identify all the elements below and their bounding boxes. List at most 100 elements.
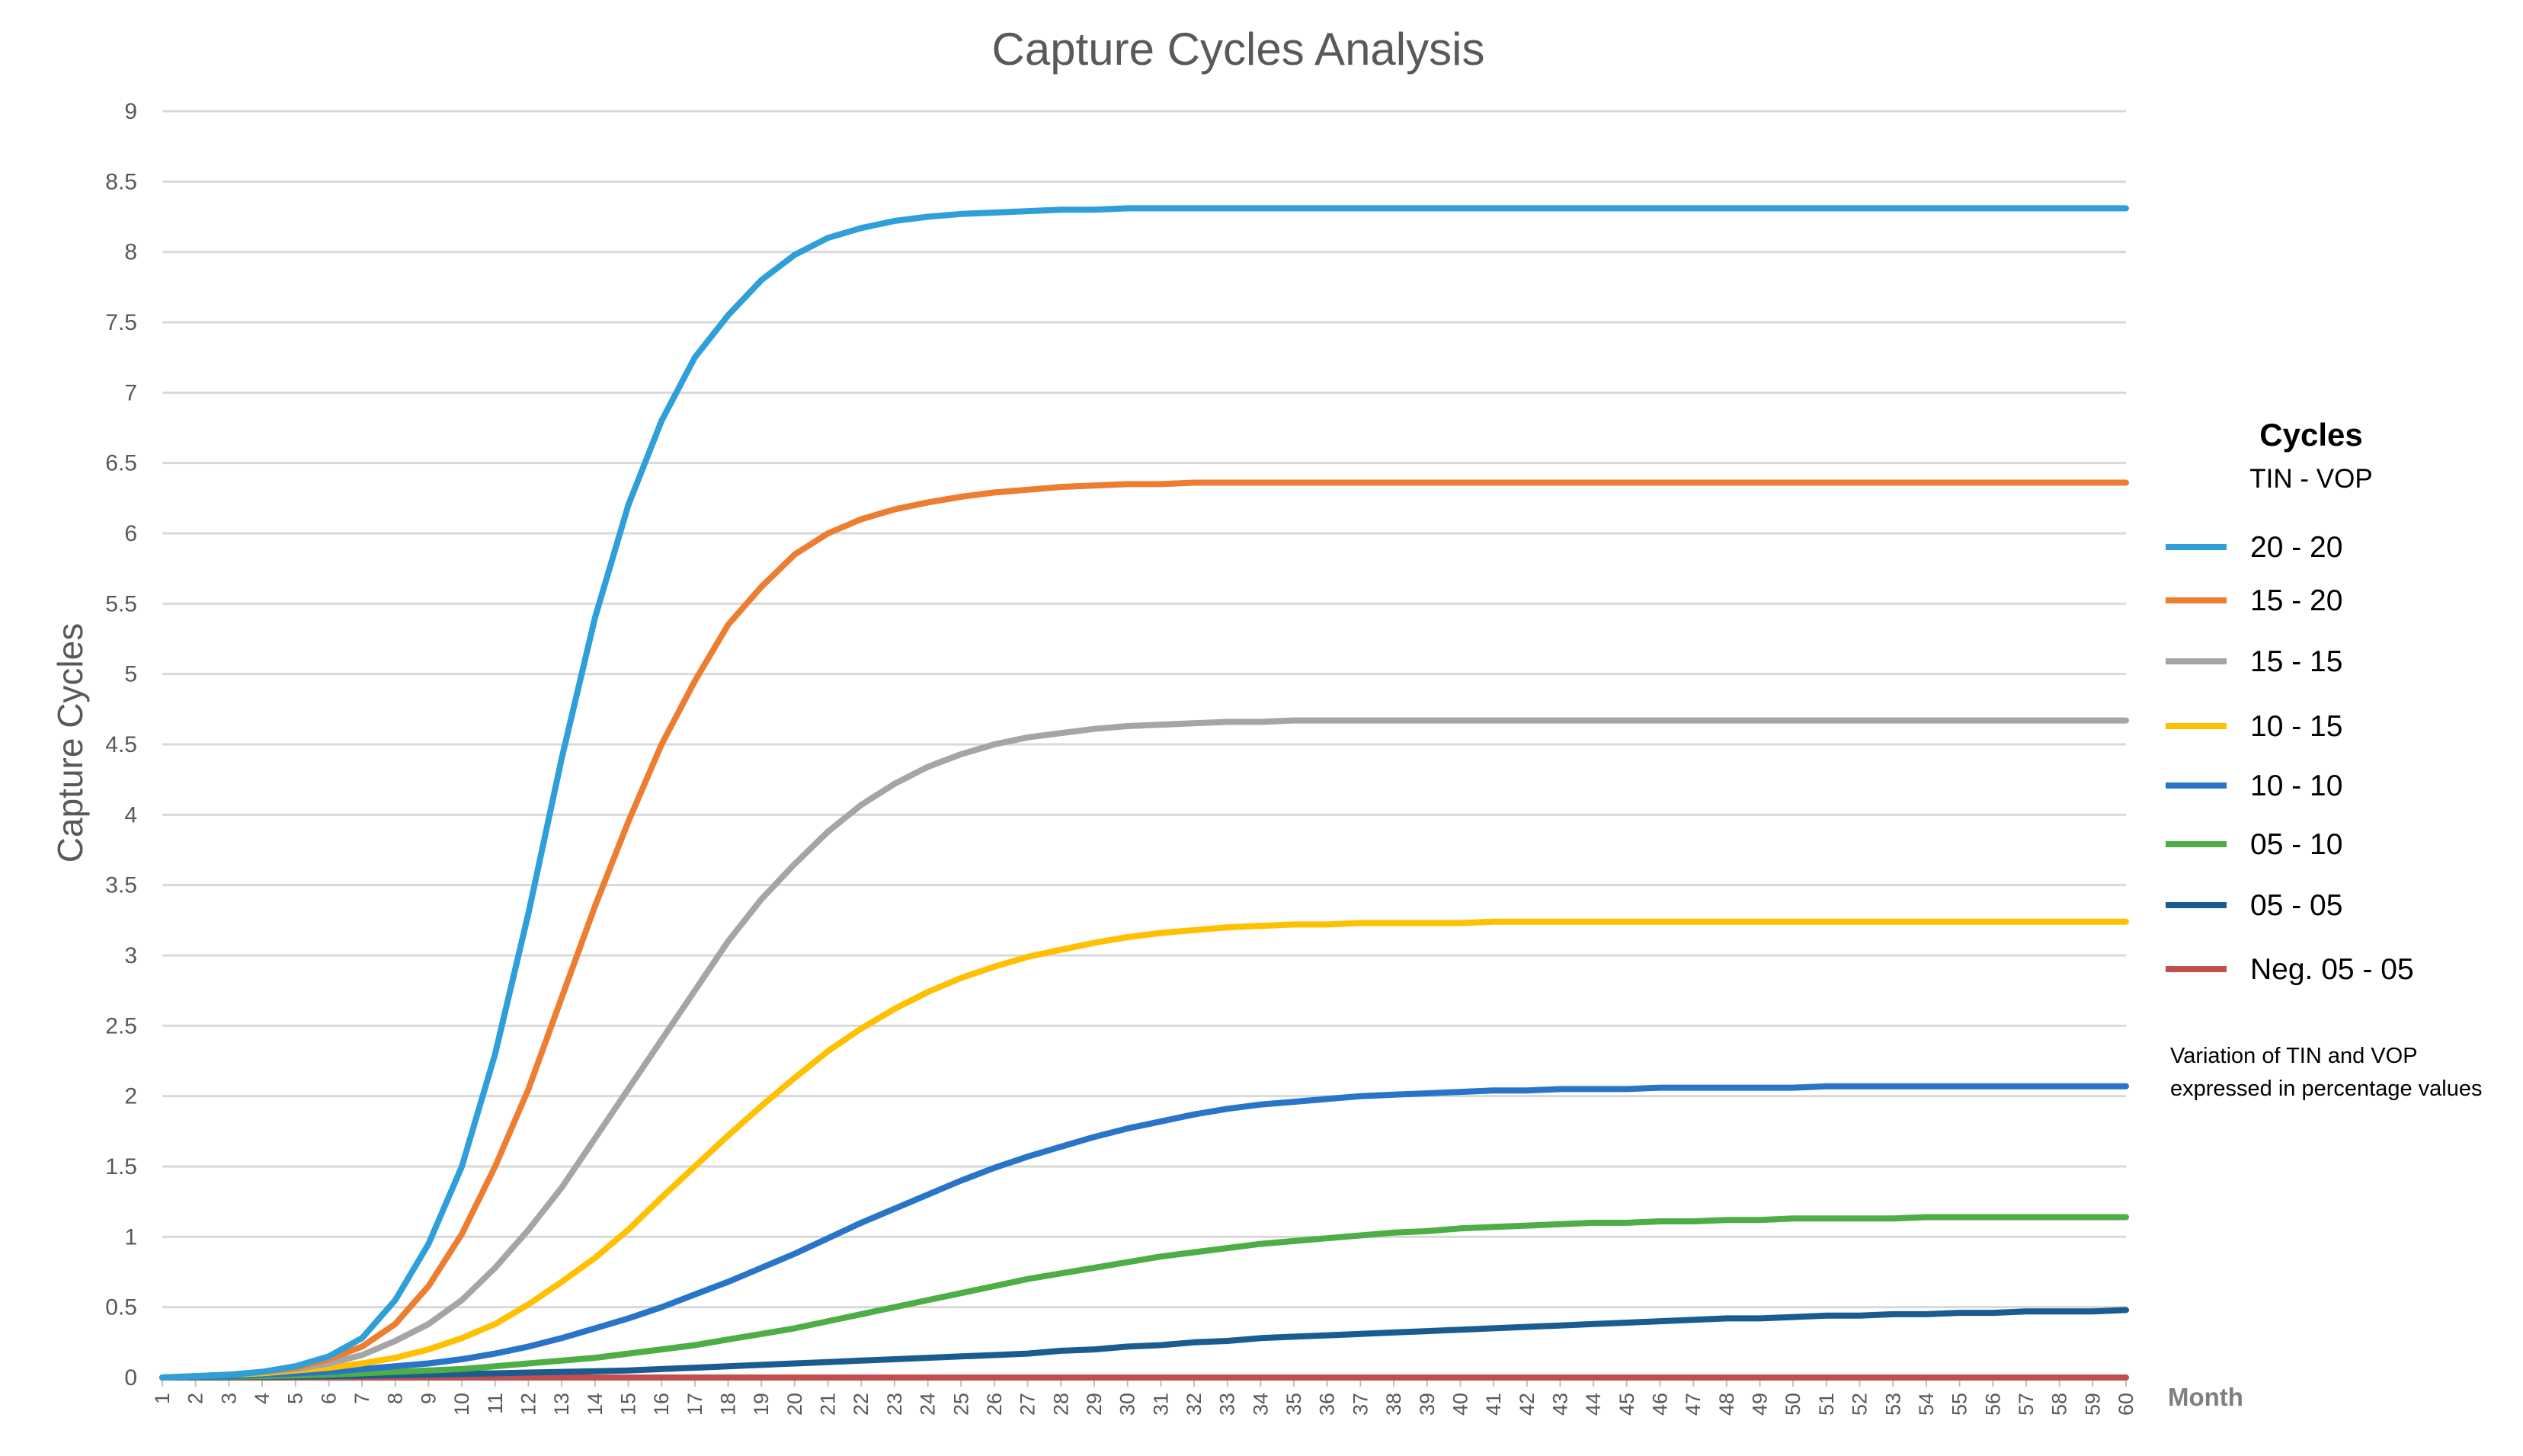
series-line bbox=[159, 918, 2129, 1381]
x-tick-label: 12 bbox=[517, 1393, 539, 1416]
x-tick-label: 13 bbox=[550, 1393, 573, 1416]
y-axis-label: Capture Cycles bbox=[50, 623, 90, 862]
legend-label: 15 - 15 bbox=[2250, 645, 2342, 678]
x-tick-label: 58 bbox=[2048, 1393, 2071, 1416]
y-tick-label: 9 bbox=[124, 99, 137, 124]
x-tick-label: 26 bbox=[983, 1393, 1006, 1416]
x-tick-label: 18 bbox=[717, 1393, 740, 1416]
x-tick-label: 39 bbox=[1416, 1393, 1439, 1416]
y-tick-label: 4.5 bbox=[105, 732, 137, 757]
legend-label: 10 - 10 bbox=[2250, 770, 2342, 802]
x-axis-ticks: 1 2 3 4 5 6 7 8 9 10 11 12 13 14 15 16 17 18 19 20 21 22 23 24 2… bbox=[151, 1378, 2137, 1416]
legend-label: 05 - 10 bbox=[2250, 828, 2342, 861]
x-tick-label: 31 bbox=[1149, 1393, 1172, 1416]
x-tick-label: 50 bbox=[1782, 1393, 1804, 1416]
x-tick-label: 49 bbox=[1749, 1393, 1772, 1416]
x-tick-label: 55 bbox=[1948, 1393, 1971, 1416]
y-tick-label: 0 bbox=[124, 1365, 137, 1390]
x-tick-label: 36 bbox=[1316, 1393, 1339, 1416]
x-tick-label: 43 bbox=[1548, 1393, 1571, 1416]
y-tick-label: 8.5 bbox=[105, 169, 137, 194]
y-tick-label: 2.5 bbox=[105, 1013, 137, 1038]
x-tick-label: 16 bbox=[650, 1393, 673, 1416]
x-tick-label: 54 bbox=[1915, 1393, 1938, 1416]
y-tick-label: 7.5 bbox=[105, 310, 137, 335]
x-tick-label: 28 bbox=[1049, 1393, 1072, 1416]
y-axis-ticks: 0 0.5 1 1.5 2 2.5 3 3.5 4 4.5 5 5.5 6 6.5 7 7.5 8 8.5 9 bbox=[105, 99, 137, 1390]
x-tick-label: 44 bbox=[1582, 1393, 1605, 1416]
x-axis-label: Month bbox=[2168, 1383, 2243, 1411]
x-tick-label: 15 bbox=[616, 1393, 639, 1416]
legend-items: 20 - 20 15 - 20 15 - 15 10 - 15 10 - 10 05 - … bbox=[2166, 531, 2414, 986]
x-tick-label: 33 bbox=[1216, 1393, 1239, 1416]
y-tick-label: 1.5 bbox=[105, 1154, 137, 1179]
x-tick-label: 23 bbox=[883, 1393, 906, 1416]
series-line bbox=[159, 479, 2129, 1381]
x-tick-label: 52 bbox=[1849, 1393, 1871, 1416]
legend-label: Neg. 05 - 05 bbox=[2250, 953, 2414, 986]
y-tick-label: 6.5 bbox=[105, 451, 137, 476]
x-tick-label: 10 bbox=[450, 1393, 473, 1416]
x-tick-label: 56 bbox=[1981, 1393, 2004, 1416]
note-line-1: Variation of TIN and VOP bbox=[2170, 1044, 2418, 1068]
y-tick-label: 5 bbox=[124, 662, 137, 687]
y-tick-label: 3 bbox=[124, 943, 137, 968]
x-tick-label: 37 bbox=[1349, 1393, 1372, 1416]
x-tick-label: 6 bbox=[317, 1393, 340, 1404]
x-tick-label: 25 bbox=[949, 1393, 972, 1416]
x-tick-label: 38 bbox=[1382, 1393, 1405, 1416]
y-tick-label: 6 bbox=[124, 521, 137, 546]
x-tick-label: 4 bbox=[251, 1393, 274, 1404]
x-tick-label: 41 bbox=[1482, 1393, 1505, 1416]
legend-label: 05 - 05 bbox=[2250, 889, 2342, 922]
legend-label: 15 - 20 bbox=[2250, 584, 2342, 617]
x-tick-label: 2 bbox=[184, 1393, 207, 1404]
y-tick-label: 7 bbox=[124, 380, 137, 405]
x-tick-label: 14 bbox=[584, 1393, 607, 1416]
y-tick-label: 4 bbox=[124, 802, 137, 827]
x-tick-label: 32 bbox=[1183, 1393, 1205, 1416]
x-tick-label: 21 bbox=[817, 1393, 840, 1416]
x-tick-label: 3 bbox=[217, 1393, 240, 1404]
x-tick-label: 5 bbox=[284, 1393, 307, 1404]
x-tick-label: 20 bbox=[783, 1393, 806, 1416]
x-tick-label: 53 bbox=[1881, 1393, 1904, 1416]
y-tick-label: 1 bbox=[124, 1224, 137, 1250]
x-tick-label: 34 bbox=[1249, 1393, 1272, 1416]
series-line bbox=[159, 1214, 2129, 1381]
x-tick-label: 19 bbox=[750, 1393, 773, 1416]
x-tick-label: 59 bbox=[2081, 1393, 2104, 1416]
x-tick-label: 48 bbox=[1715, 1393, 1738, 1416]
legend-label: 10 - 15 bbox=[2250, 710, 2342, 743]
legend-title: Cycles bbox=[2259, 417, 2362, 453]
x-tick-label: 17 bbox=[684, 1393, 706, 1416]
x-tick-label: 8 bbox=[384, 1393, 407, 1404]
y-tick-label: 2 bbox=[124, 1084, 137, 1109]
x-tick-label: 30 bbox=[1116, 1393, 1139, 1416]
x-tick-label: 11 bbox=[484, 1393, 507, 1414]
x-tick-label: 40 bbox=[1449, 1393, 1471, 1416]
x-tick-label: 1 bbox=[151, 1393, 174, 1404]
y-tick-label: 8 bbox=[124, 240, 137, 265]
y-tick-label: 0.5 bbox=[105, 1295, 137, 1320]
x-tick-label: 27 bbox=[1017, 1393, 1039, 1416]
x-tick-label: 46 bbox=[1649, 1393, 1672, 1416]
x-tick-label: 45 bbox=[1615, 1393, 1638, 1416]
x-tick-label: 7 bbox=[351, 1393, 373, 1404]
y-tick-label: 3.5 bbox=[105, 873, 137, 898]
x-tick-label: 29 bbox=[1083, 1393, 1106, 1416]
legend-subtitle: TIN - VOP bbox=[2249, 464, 2372, 494]
note-line-2: expressed in percentage values bbox=[2170, 1077, 2482, 1101]
series-line bbox=[159, 1307, 2129, 1381]
x-tick-label: 9 bbox=[417, 1393, 440, 1404]
legend-label: 20 - 20 bbox=[2250, 531, 2342, 564]
x-tick-label: 57 bbox=[2015, 1393, 2038, 1416]
series-line bbox=[159, 1083, 2129, 1381]
x-tick-label: 51 bbox=[1815, 1393, 1838, 1416]
series-line bbox=[159, 717, 2129, 1381]
series-line bbox=[159, 205, 2129, 1381]
x-tick-label: 35 bbox=[1282, 1393, 1305, 1416]
x-tick-label: 24 bbox=[917, 1393, 940, 1416]
x-tick-label: 42 bbox=[1516, 1393, 1538, 1416]
